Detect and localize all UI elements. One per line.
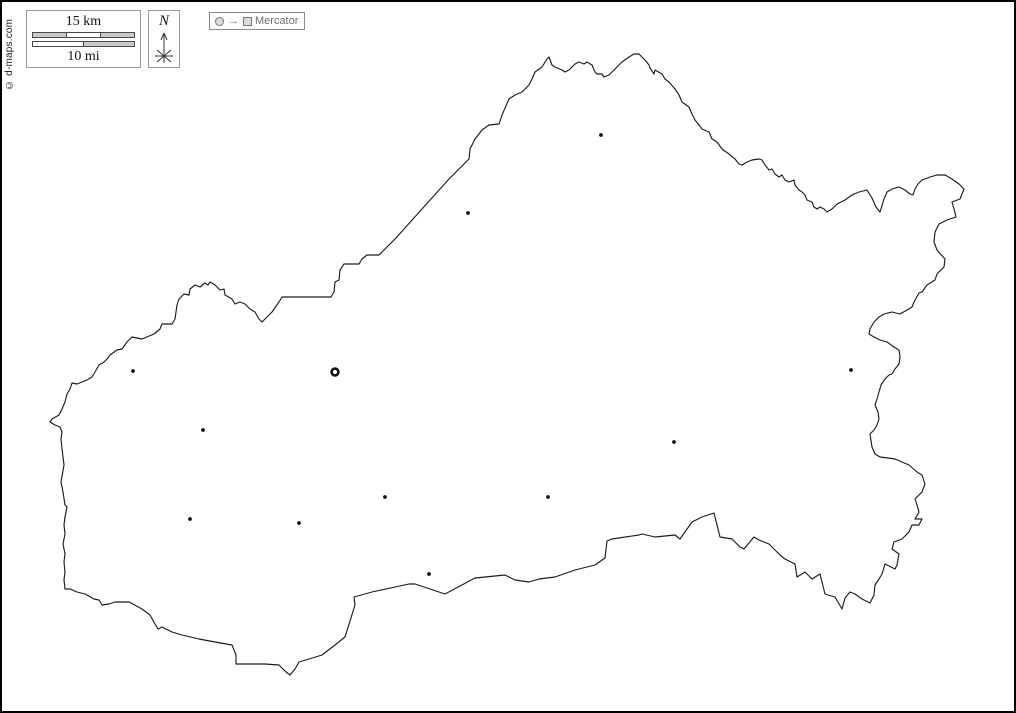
scale-km-bar [32,32,135,38]
scale-km-segment [33,33,66,37]
scale-mi-bar [32,41,135,47]
scale-km-segment [100,33,134,37]
scale-mi-segment [33,42,83,46]
projection-arrow-icon: → [228,14,239,27]
projection-legend: → Mercator [209,12,306,30]
city-dot-marker [131,369,135,373]
city-dot-marker [466,211,470,215]
scale-bar: 15 km 10 mi [26,10,141,68]
projection-flat-map-icon [243,16,252,26]
compass: N [148,10,180,68]
projection-globe-icon [215,16,224,26]
scale-mi-label: 10 mi [67,49,100,64]
scale-km-segment [66,33,100,37]
city-dot-marker [599,133,603,137]
capital-city-marker [330,367,340,377]
scale-mi-segment [83,42,134,46]
city-dot-marker [672,440,676,444]
region-boundary-outline [49,53,965,676]
compass-rose-icon [155,32,173,63]
city-dot-marker [849,368,853,372]
compass-north-label: N [158,13,169,29]
city-dot-marker [546,495,550,499]
projection-label: Mercator [255,14,299,27]
city-dot-marker [188,517,192,521]
city-dot-marker [201,428,205,432]
city-dot-marker [427,572,431,576]
city-dot-marker [297,521,301,525]
city-markers-layer [131,133,853,576]
scale-km-label: 15 km [65,14,102,29]
copyright-text: © d-maps.com [4,18,15,90]
city-dot-marker [383,495,387,499]
